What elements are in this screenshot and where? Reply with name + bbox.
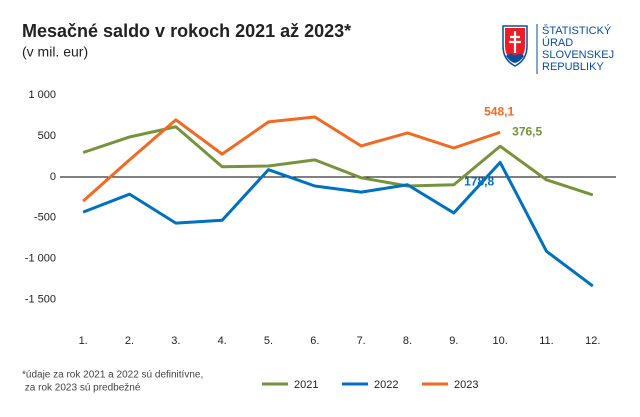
x-tick-label: 6. [310,335,319,347]
legend-label: 2021 [294,379,318,391]
x-tick-label: 12. [585,335,600,347]
footnote: za rok 2023 sú predbežné [22,383,141,394]
x-tick-label: 10. [493,335,508,347]
footnote: *údaje za rok 2021 a 2022 sú definitívne… [22,370,203,381]
x-tick-label: 11. [539,335,553,347]
x-tick-label: 3. [171,335,180,347]
logo-cross [509,31,521,53]
series-line [82,160,594,288]
x-tick-label: 8. [403,335,412,347]
x-tick-label: 1. [79,335,88,347]
logo-text: ÚRAD [542,36,573,49]
data-label: 376,5 [512,124,542,138]
legend-label: 2023 [454,379,478,391]
x-tick-label: 9. [449,335,458,347]
data-label: 548,1 [484,104,514,118]
x-tick-label: 4. [218,335,227,347]
logo-text: REPUBLIKY [542,61,604,73]
logo [502,24,538,74]
chart-title: Mesačné saldo v rokoch 2021 až 2023* [22,21,351,41]
x-tick-label: 5. [264,335,273,347]
x-tick-label: 2. [125,335,134,347]
y-tick-label: -1 000 [25,253,56,265]
series-line [82,115,501,203]
y-tick-label: 1 000 [28,89,56,101]
chart-subtitle: (v mil. eur) [22,44,88,60]
legend-label: 2022 [374,379,398,391]
y-tick-label: -500 [34,212,56,224]
x-tick-label: 7. [357,335,366,347]
logo-text: ŠTATISTICKÝ [542,24,612,37]
y-tick-label: 0 [50,171,56,183]
logo-text: SLOVENSKEJ [542,49,614,61]
data-label: 178,8 [464,175,494,189]
logo-hills [506,54,524,63]
y-tick-label: -1 500 [25,293,56,305]
y-tick-label: 500 [38,130,56,142]
